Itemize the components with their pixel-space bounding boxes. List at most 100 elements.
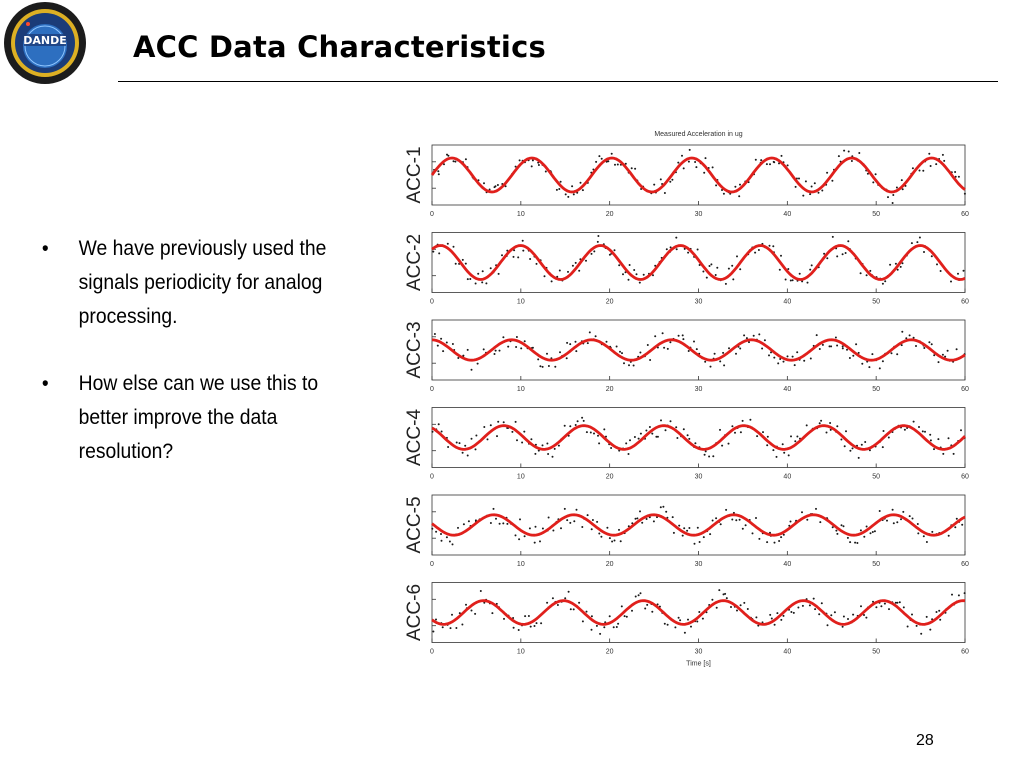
measured-point	[790, 435, 792, 438]
measured-point	[820, 419, 823, 422]
measured-point	[515, 336, 518, 338]
measured-point	[637, 594, 640, 597]
measured-point	[528, 527, 531, 530]
measured-point	[918, 169, 921, 172]
measured-point	[760, 159, 763, 162]
measured-point	[825, 431, 828, 434]
measured-point	[790, 611, 793, 613]
measured-point	[488, 188, 491, 191]
measured-point	[610, 152, 613, 155]
measured-point	[859, 529, 862, 532]
x-tick-label: 20	[606, 211, 614, 218]
measured-point	[435, 618, 437, 621]
measured-point	[829, 422, 832, 424]
measured-point	[758, 333, 761, 336]
measured-point	[597, 235, 600, 237]
measured-point	[939, 270, 942, 272]
measured-point	[920, 632, 923, 635]
measured-point	[572, 193, 575, 196]
measured-point	[937, 438, 940, 441]
measured-point	[743, 601, 746, 604]
measured-point	[633, 269, 636, 271]
measured-point	[679, 619, 682, 622]
measured-point	[941, 153, 944, 156]
measured-point	[768, 354, 770, 357]
measured-point	[585, 431, 588, 434]
x-tick-label: 60	[961, 211, 969, 218]
measured-point	[841, 625, 844, 628]
measured-point	[721, 444, 724, 447]
measured-point	[544, 170, 547, 173]
x-tick-label: 40	[783, 649, 791, 656]
measured-point	[902, 606, 905, 609]
measured-point	[440, 337, 443, 340]
measured-point	[786, 164, 789, 167]
measured-point	[654, 264, 657, 267]
measured-point	[728, 347, 730, 350]
x-tick-label: 20	[606, 386, 614, 393]
measured-point	[874, 173, 877, 176]
measured-point	[629, 439, 631, 442]
measured-point	[625, 442, 628, 445]
measured-point	[819, 521, 822, 524]
measured-point	[467, 520, 470, 523]
measured-point	[617, 622, 620, 625]
measured-point	[447, 154, 450, 157]
measured-point	[470, 368, 473, 371]
measured-point	[887, 196, 889, 199]
measured-point	[757, 249, 760, 251]
measured-point	[738, 518, 741, 521]
measured-point	[938, 609, 941, 612]
measured-point	[704, 360, 707, 363]
measured-point	[483, 426, 486, 428]
measured-point	[596, 520, 599, 523]
measured-point	[846, 536, 849, 539]
measured-point	[533, 625, 536, 627]
measured-point	[713, 352, 716, 355]
measured-point	[716, 266, 719, 269]
measured-point	[695, 348, 698, 351]
measured-point	[557, 444, 560, 447]
measured-point	[844, 252, 847, 254]
measured-point	[493, 353, 496, 355]
measured-point	[921, 430, 924, 433]
measured-point	[931, 530, 934, 533]
measured-point	[564, 193, 567, 196]
measured-point	[754, 251, 757, 254]
bullet-text: How else can we use this to better impro…	[78, 372, 319, 463]
measured-point	[431, 430, 434, 433]
measured-point	[804, 180, 807, 183]
measured-point	[773, 541, 776, 544]
measured-point	[489, 522, 492, 524]
measured-point	[654, 335, 657, 338]
x-tick-label: 10	[517, 299, 525, 306]
measured-point	[442, 350, 445, 353]
measured-point	[865, 525, 868, 528]
measured-point	[623, 362, 625, 365]
measured-point	[614, 163, 616, 166]
measured-point	[608, 253, 611, 256]
measured-point	[881, 446, 884, 449]
measured-point	[547, 453, 550, 455]
measured-point	[497, 420, 500, 423]
measured-point	[840, 438, 843, 441]
measured-point	[724, 282, 727, 285]
measured-point	[929, 439, 932, 442]
measured-point	[585, 610, 588, 613]
measured-point	[908, 515, 911, 518]
measured-point	[436, 344, 439, 347]
measured-point	[963, 592, 966, 595]
measured-point	[793, 364, 796, 367]
slide-title: ACC Data Characteristics	[133, 30, 546, 64]
measured-point	[935, 611, 938, 613]
measured-point	[445, 341, 448, 344]
measured-point	[623, 615, 626, 618]
measured-point	[936, 263, 938, 266]
measured-point	[915, 345, 917, 347]
measured-point	[686, 529, 689, 532]
measured-point	[797, 606, 800, 609]
measured-point	[831, 235, 834, 238]
measured-point	[734, 185, 737, 188]
panel-frame	[431, 494, 966, 556]
measured-point	[443, 163, 445, 166]
